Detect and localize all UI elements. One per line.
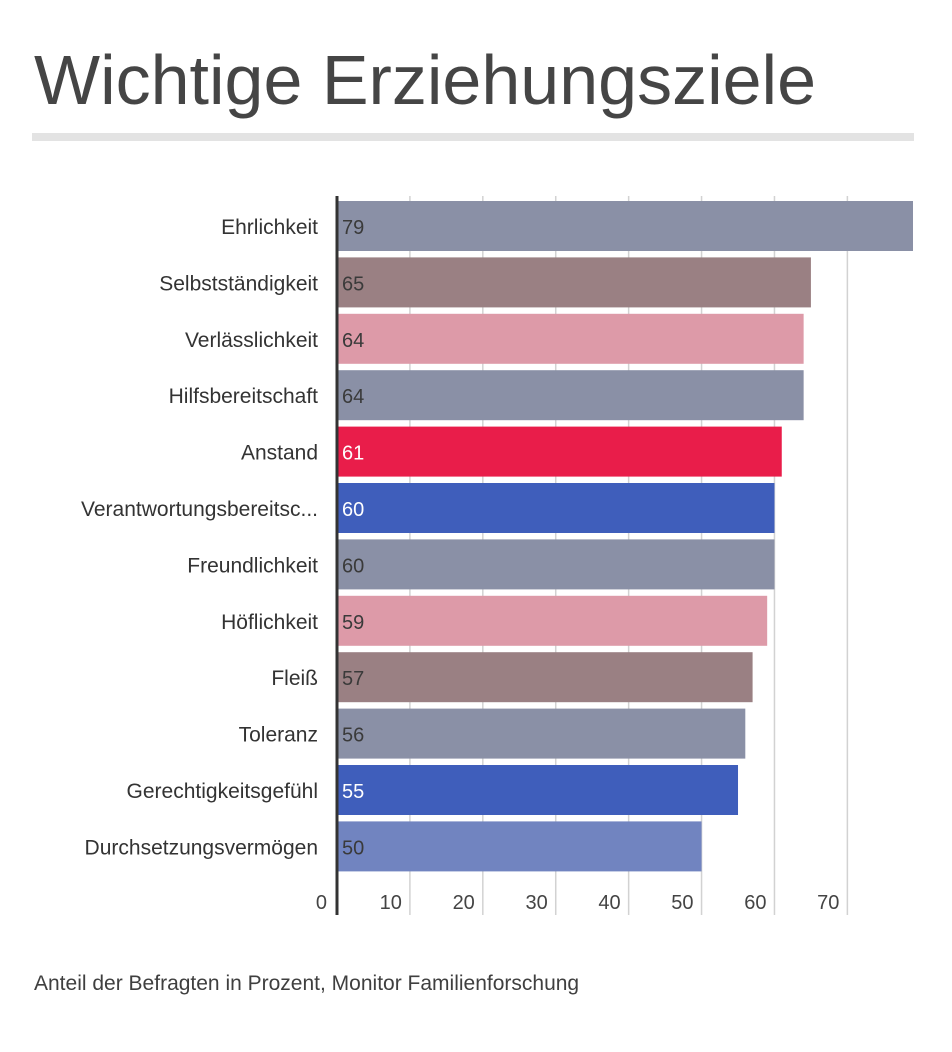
value-label: 64: [342, 386, 364, 408]
bar-6: [337, 483, 775, 533]
bar-5: [337, 426, 782, 477]
value-label: 79: [342, 217, 364, 239]
category-label: Fleiß: [271, 667, 318, 690]
value-label: 57: [342, 668, 364, 690]
x-tick-labels: 0 10 20 30 40 50 60 70: [316, 892, 840, 914]
bar-8: [337, 595, 768, 646]
category-label: Gerechtigkeitsgefühl: [127, 780, 318, 803]
x-tick-label: 30: [525, 892, 547, 914]
value-label: 61: [342, 443, 364, 465]
category-label: Toleranz: [239, 724, 318, 747]
value-label: 64: [342, 330, 364, 352]
value-label: 59: [342, 612, 364, 634]
bar-2: [337, 257, 811, 308]
x-tick-label: 10: [380, 892, 402, 914]
x-tick-label: 50: [671, 892, 693, 914]
bar-chart: Ehrlichkeit Selbstständigkeit Verlässlichk…: [81, 196, 913, 915]
bar-11: [337, 765, 739, 815]
category-label: Freundlichkeit: [187, 554, 318, 577]
category-label: Anstand: [241, 442, 318, 465]
bars: [337, 201, 913, 872]
value-label: 56: [342, 725, 364, 747]
bar-1: [337, 201, 913, 251]
x-tick-label: 60: [744, 892, 766, 914]
bar-3: [337, 313, 804, 364]
category-label: Hilfsbereitschaft: [169, 385, 319, 408]
category-label: Verantwortungsbereitsc...: [81, 498, 318, 521]
value-label: 55: [342, 781, 364, 803]
value-label: 50: [342, 837, 364, 859]
bar-12: [337, 821, 702, 872]
value-label: 65: [342, 273, 364, 295]
category-label: Selbstständigkeit: [159, 272, 318, 295]
value-labels: 79 65 64 64 61 60 60 59 57 56 55 50: [342, 217, 364, 859]
category-labels: Ehrlichkeit Selbstständigkeit Verlässlichk…: [81, 216, 318, 859]
title-underline: [32, 133, 914, 141]
x-tick-label: 20: [453, 892, 475, 914]
x-tick-label: 70: [817, 892, 839, 914]
category-label: Ehrlichkeit: [221, 216, 318, 239]
value-label: 60: [342, 555, 364, 577]
bar-7: [337, 539, 775, 590]
bar-9: [337, 652, 753, 703]
category-label: Durchsetzungsvermögen: [85, 836, 318, 859]
category-label: Höflichkeit: [221, 611, 318, 634]
bar-4: [337, 370, 804, 421]
footnote: Anteil der Befragten in Prozent, Monitor…: [34, 972, 580, 995]
category-label: Verlässlichkeit: [185, 329, 318, 352]
bar-10: [337, 708, 746, 759]
x-tick-label: 40: [598, 892, 620, 914]
value-label: 60: [342, 499, 364, 521]
chart-title: Wichtige Erziehungsziele: [34, 41, 817, 119]
x-tick-label: 0: [316, 892, 327, 914]
